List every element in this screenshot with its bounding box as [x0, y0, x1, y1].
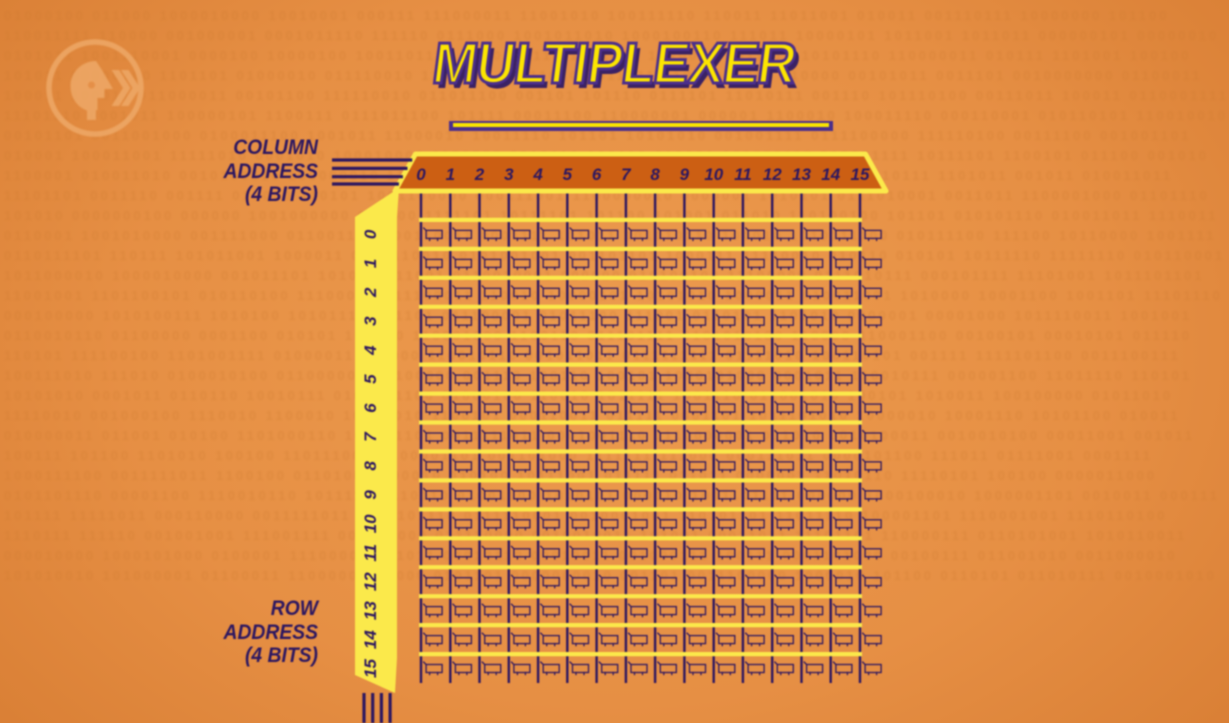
svg-text:6: 6 — [361, 403, 380, 413]
svg-text:12: 12 — [361, 572, 380, 591]
svg-text:13: 13 — [792, 165, 811, 184]
svg-text:10: 10 — [704, 165, 723, 184]
svg-text:10: 10 — [361, 514, 380, 533]
svg-text:2: 2 — [361, 287, 380, 298]
svg-text:0: 0 — [361, 229, 380, 239]
svg-text:4: 4 — [532, 165, 543, 184]
svg-text:9: 9 — [680, 165, 690, 184]
svg-text:11: 11 — [361, 544, 380, 562]
svg-text:5: 5 — [563, 165, 573, 184]
svg-text:5: 5 — [361, 374, 380, 384]
svg-text:9: 9 — [361, 490, 380, 500]
svg-text:3: 3 — [504, 165, 514, 184]
svg-text:8: 8 — [361, 461, 380, 471]
svg-text:12: 12 — [763, 165, 782, 184]
svg-text:13: 13 — [361, 601, 380, 620]
svg-text:15: 15 — [851, 165, 870, 184]
svg-text:8: 8 — [650, 165, 660, 184]
svg-text:15: 15 — [361, 659, 380, 678]
svg-text:7: 7 — [361, 431, 380, 442]
svg-text:7: 7 — [621, 165, 632, 184]
svg-text:3: 3 — [361, 316, 380, 326]
svg-text:4: 4 — [361, 345, 380, 356]
svg-text:14: 14 — [821, 165, 840, 184]
svg-text:11: 11 — [734, 165, 752, 184]
svg-text:1: 1 — [361, 259, 380, 268]
svg-text:0: 0 — [416, 165, 426, 184]
svg-text:14: 14 — [361, 630, 380, 649]
svg-text:2: 2 — [474, 165, 485, 184]
svg-text:6: 6 — [592, 165, 602, 184]
svg-text:1: 1 — [446, 165, 455, 184]
